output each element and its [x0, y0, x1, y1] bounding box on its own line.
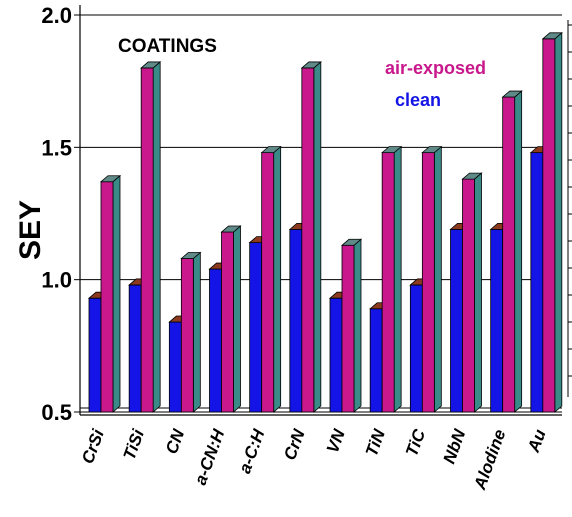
x-tick-label: Alodine [470, 427, 510, 493]
bar-clean-VN [329, 297, 343, 413]
bar-top-air-exposed-0 [99, 175, 122, 183]
x-tick-label: TiSi [120, 426, 149, 463]
bar-clean-TiSi [128, 284, 142, 413]
bar-clean-TiC [409, 284, 423, 413]
bar-top-air-exposed-6 [340, 238, 363, 246]
bar-side-air-exposed-2 [192, 251, 201, 413]
bar-top-air-exposed-1 [140, 61, 162, 69]
bar-top-air-exposed-9 [461, 172, 483, 180]
bar-clean-CrN [289, 228, 303, 413]
bar-side-air-exposed-6 [353, 238, 362, 413]
bar-top-air-exposed-11 [541, 32, 563, 40]
bar-top-air-exposed-5 [300, 61, 322, 69]
y-tick-label: 0.5 [41, 400, 72, 425]
x-tick-label: CrSi [78, 426, 108, 467]
bar-air-exposed-CrSi [100, 181, 114, 413]
bar-side-air-exposed-11 [554, 31, 563, 413]
bar-top-air-exposed-3 [220, 225, 242, 233]
bar-air-exposed-NbN [462, 178, 475, 413]
x-tick-label: Au [524, 426, 550, 455]
bar-air-exposed-Alodine [502, 96, 516, 413]
bar-clean-CrSi [88, 297, 102, 413]
bar-air-exposed-TiC [421, 152, 435, 413]
bar-clean-TiN [369, 308, 383, 413]
bar-air-exposed-a-CN:H [221, 231, 234, 413]
bar-side-air-exposed-9 [474, 172, 482, 413]
y-axis-label: SEY [14, 200, 47, 260]
bar-clean-Au [530, 152, 544, 413]
bar-top-air-exposed-2 [180, 252, 202, 259]
bar-air-exposed-Au [542, 38, 556, 413]
bar-top-air-exposed-7 [381, 146, 403, 154]
bar-air-exposed-a-C:H [261, 152, 275, 413]
y-tick-label: 2.0 [41, 3, 72, 28]
bar-air-exposed-VN [341, 244, 355, 413]
bar-clean-NbN [450, 228, 463, 413]
bar-air-exposed-TiSi [140, 67, 154, 413]
bar-clean-CN [168, 321, 182, 413]
bar-side-air-exposed-3 [233, 225, 241, 413]
bar-side-air-exposed-8 [433, 145, 442, 413]
bar-clean-a-CN:H [209, 268, 222, 413]
bar-top-air-exposed-4 [260, 146, 282, 154]
x-tick-label: TiN [362, 426, 389, 459]
x-tick-label: VN [323, 426, 349, 455]
x-tick-label: TiC [402, 426, 429, 459]
y-tick-label: 1.5 [41, 135, 72, 160]
x-tick-label: NbN [440, 426, 470, 466]
bar-side-air-exposed-0 [112, 174, 121, 413]
bar-top-air-exposed-10 [501, 90, 523, 98]
bar-clean-a-C:H [249, 242, 263, 413]
bar-top-air-exposed-8 [421, 146, 443, 154]
legend-clean: clean [395, 90, 441, 110]
bar-side-air-exposed-1 [152, 61, 161, 413]
x-tick-label: CrN [280, 426, 309, 462]
legend-air-exposed: air-exposed [385, 58, 486, 78]
bar-air-exposed-CN [180, 258, 194, 413]
x-tick-label: CN [162, 426, 188, 456]
x-tick-label: a-CN:H [191, 426, 229, 487]
bar-side-air-exposed-5 [313, 61, 322, 413]
bar-air-exposed-CrN [301, 67, 315, 413]
bar-side-air-exposed-7 [393, 145, 402, 413]
bar-clean-Alodine [490, 228, 504, 413]
x-tick-label: a-C:H [235, 426, 269, 476]
chart-title: COATINGS [118, 36, 217, 57]
y-tick-label: 1.0 [41, 268, 72, 293]
bar-side-air-exposed-4 [273, 145, 282, 413]
bar-air-exposed-TiN [381, 152, 395, 413]
bar-side-air-exposed-10 [514, 90, 523, 413]
